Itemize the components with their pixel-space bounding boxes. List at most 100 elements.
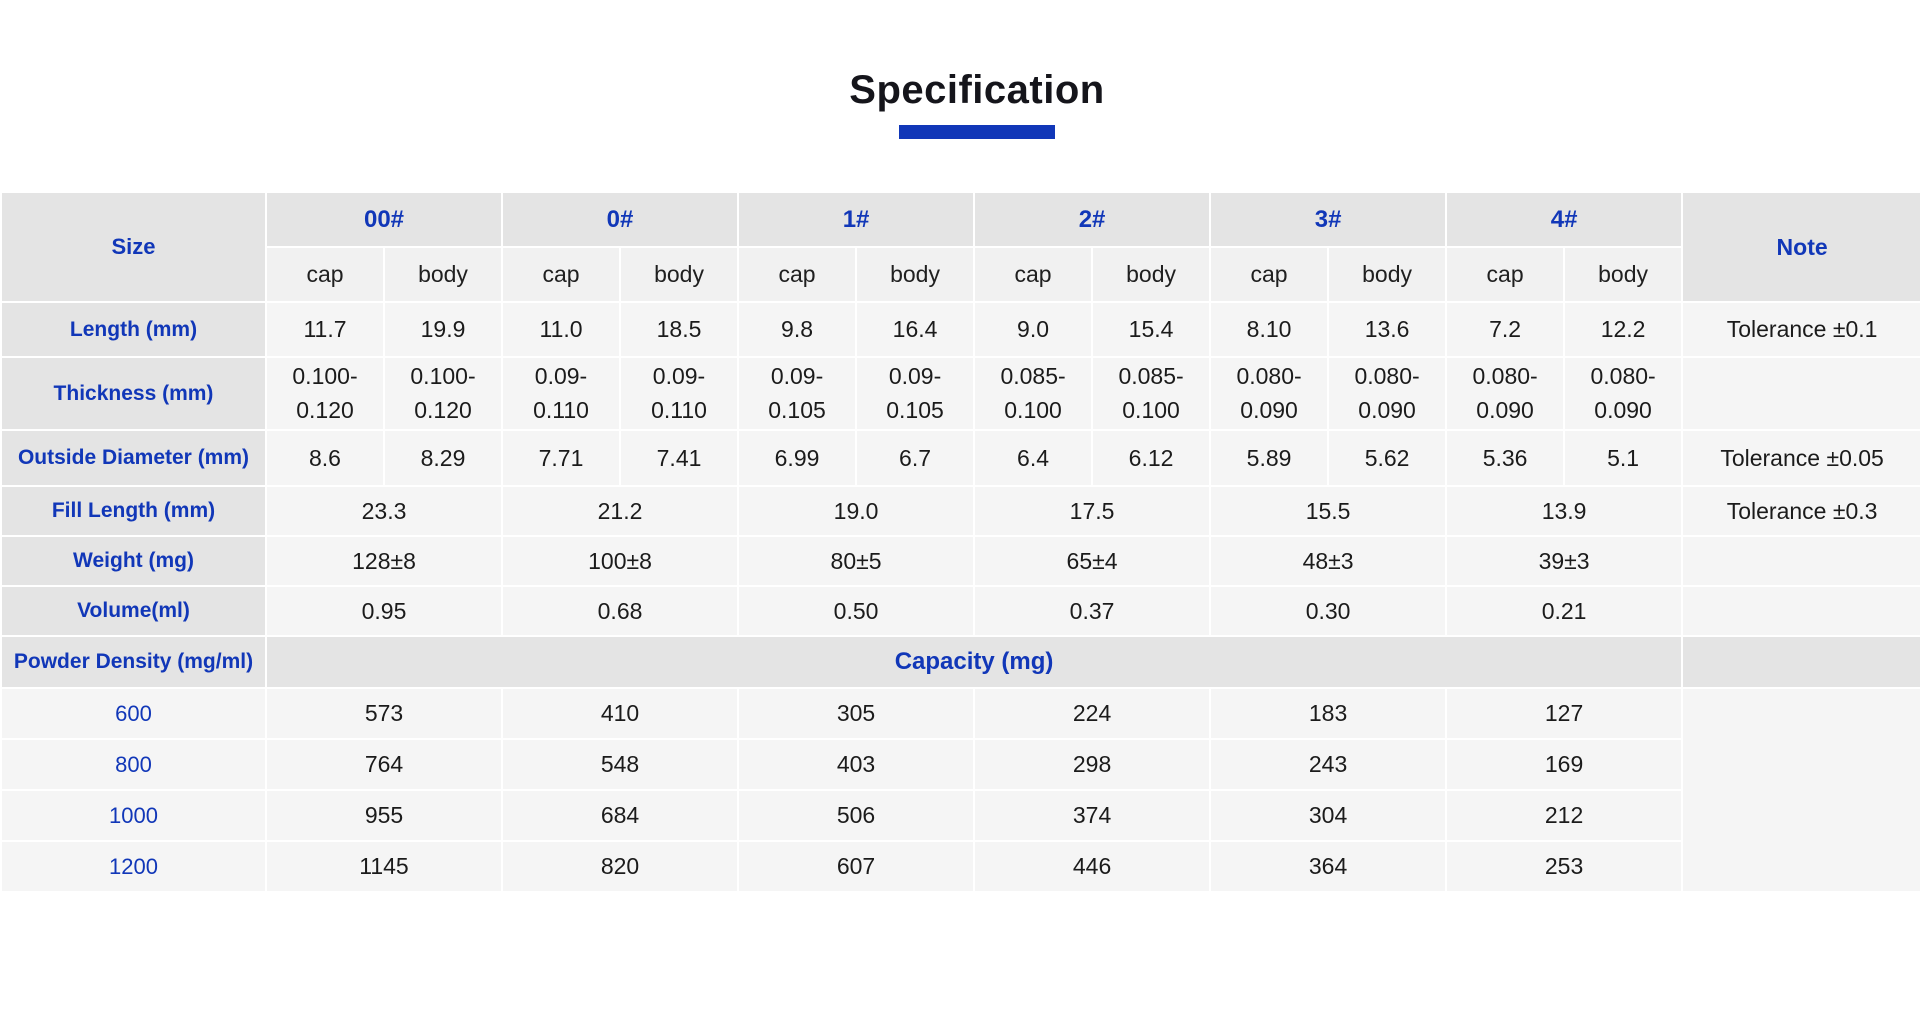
data-cell: 9.0	[975, 303, 1092, 356]
data-cell: 128±8	[267, 537, 502, 585]
table-row-volume: Volume(ml) 0.95 0.68 0.50 0.37 0.30 0.21	[2, 587, 1920, 635]
data-cell: 1145	[267, 842, 502, 891]
data-cell: 0.080- 0.090	[1329, 358, 1446, 429]
data-cell: 506	[739, 791, 974, 840]
data-cell: 19.9	[385, 303, 502, 356]
size-header-1: 1#	[739, 193, 974, 246]
subheader-body: body	[385, 248, 502, 301]
table-row-capacity-header: Powder Density (mg/ml) Capacity (mg)	[2, 637, 1920, 687]
data-cell: 7.2	[1447, 303, 1564, 356]
subheader-cap: cap	[975, 248, 1092, 301]
header-row-cap-body: cap body cap body cap body cap body cap …	[2, 248, 1920, 301]
subheader-cap: cap	[503, 248, 620, 301]
subheader-body: body	[1329, 248, 1446, 301]
table-row-weight: Weight (mg) 128±8 100±8 80±5 65±4 48±3 3…	[2, 537, 1920, 585]
data-cell: 8.6	[267, 431, 383, 485]
data-cell: 21.2	[503, 487, 738, 535]
data-cell: 5.36	[1447, 431, 1564, 485]
data-cell: 8.29	[385, 431, 502, 485]
data-cell: 65±4	[975, 537, 1210, 585]
data-cell: 100±8	[503, 537, 738, 585]
table-row-length: Length (mm) 11.7 19.9 11.0 18.5 9.8 16.4…	[2, 303, 1920, 356]
row-label: Outside Diameter (mm)	[2, 431, 265, 485]
data-cell: 23.3	[267, 487, 502, 535]
data-cell: 80±5	[739, 537, 974, 585]
table-row-density-1000: 1000 955 684 506 374 304 212	[2, 791, 1920, 840]
table-row-fill-length: Fill Length (mm) 23.3 21.2 19.0 17.5 15.…	[2, 487, 1920, 535]
data-cell: 0.085- 0.100	[975, 358, 1092, 429]
subheader-cap: cap	[739, 248, 856, 301]
subheader-cap: cap	[1447, 248, 1564, 301]
data-cell: 764	[267, 740, 502, 789]
data-cell: 183	[1211, 689, 1446, 738]
data-cell: 548	[503, 740, 738, 789]
data-cell: 5.62	[1329, 431, 1446, 485]
size-header-0: 0#	[503, 193, 738, 246]
data-cell: 573	[267, 689, 502, 738]
data-cell: 0.09- 0.110	[621, 358, 738, 429]
row-label: Fill Length (mm)	[2, 487, 265, 535]
data-cell: 0.09- 0.105	[857, 358, 974, 429]
size-header-3: 3#	[1211, 193, 1446, 246]
data-cell: 7.71	[503, 431, 620, 485]
table-row-density-1200: 1200 1145 820 607 446 364 253	[2, 842, 1920, 891]
data-cell: 374	[975, 791, 1210, 840]
size-corner-header: Size	[2, 193, 265, 301]
specification-table: Size 00# 0# 1# 2# 3# 4# Note cap body ca…	[0, 191, 1920, 893]
subheader-body: body	[1565, 248, 1682, 301]
data-cell: 13.6	[1329, 303, 1446, 356]
density-row-label: 800	[2, 740, 265, 789]
data-cell: 8.10	[1211, 303, 1328, 356]
data-cell: 11.0	[503, 303, 620, 356]
table-row-thickness: Thickness (mm) 0.100- 0.120 0.100- 0.120…	[2, 358, 1920, 429]
data-cell: 13.9	[1447, 487, 1682, 535]
data-cell: 0.085- 0.100	[1093, 358, 1210, 429]
data-cell: 0.080- 0.090	[1565, 358, 1682, 429]
data-cell: 955	[267, 791, 502, 840]
density-row-label: 1200	[2, 842, 265, 891]
data-cell: 6.7	[857, 431, 974, 485]
data-cell: 0.100- 0.120	[267, 358, 383, 429]
capacity-header: Capacity (mg)	[267, 637, 1682, 687]
data-cell: 9.8	[739, 303, 856, 356]
data-cell: 15.4	[1093, 303, 1210, 356]
density-row-label: 1000	[2, 791, 265, 840]
data-cell: 17.5	[975, 487, 1210, 535]
data-cell: 7.41	[621, 431, 738, 485]
table-row-density-800: 800 764 548 403 298 243 169	[2, 740, 1920, 789]
note-cell	[1683, 689, 1920, 891]
data-cell: 364	[1211, 842, 1446, 891]
row-label: Volume(ml)	[2, 587, 265, 635]
note-cell	[1683, 537, 1920, 585]
row-label: Length (mm)	[2, 303, 265, 356]
subheader-body: body	[1093, 248, 1210, 301]
data-cell: 39±3	[1447, 537, 1682, 585]
note-cell	[1683, 587, 1920, 635]
note-cell: Tolerance ±0.3	[1683, 487, 1920, 535]
subheader-body: body	[857, 248, 974, 301]
row-label: Weight (mg)	[2, 537, 265, 585]
data-cell: 19.0	[739, 487, 974, 535]
data-cell: 0.50	[739, 587, 974, 635]
data-cell: 0.09- 0.110	[503, 358, 620, 429]
table-row-density-600: 600 573 410 305 224 183 127	[2, 689, 1920, 891]
subheader-cap: cap	[267, 248, 383, 301]
row-label: Powder Density (mg/ml)	[2, 637, 265, 687]
data-cell: 304	[1211, 791, 1446, 840]
data-cell: 5.89	[1211, 431, 1328, 485]
note-cell	[1683, 637, 1920, 687]
data-cell: 0.080- 0.090	[1211, 358, 1328, 429]
data-cell: 0.09- 0.105	[739, 358, 856, 429]
header-row-sizes: Size 00# 0# 1# 2# 3# 4# Note	[2, 193, 1920, 301]
page-title: Specification	[849, 68, 1105, 112]
data-cell: 0.68	[503, 587, 738, 635]
data-cell: 16.4	[857, 303, 974, 356]
data-cell: 820	[503, 842, 738, 891]
density-row-label: 600	[2, 689, 265, 738]
data-cell: 305	[739, 689, 974, 738]
data-cell: 403	[739, 740, 974, 789]
note-cell	[1683, 358, 1920, 429]
data-cell: 0.080- 0.090	[1447, 358, 1564, 429]
data-cell: 298	[975, 740, 1210, 789]
data-cell: 12.2	[1565, 303, 1682, 356]
